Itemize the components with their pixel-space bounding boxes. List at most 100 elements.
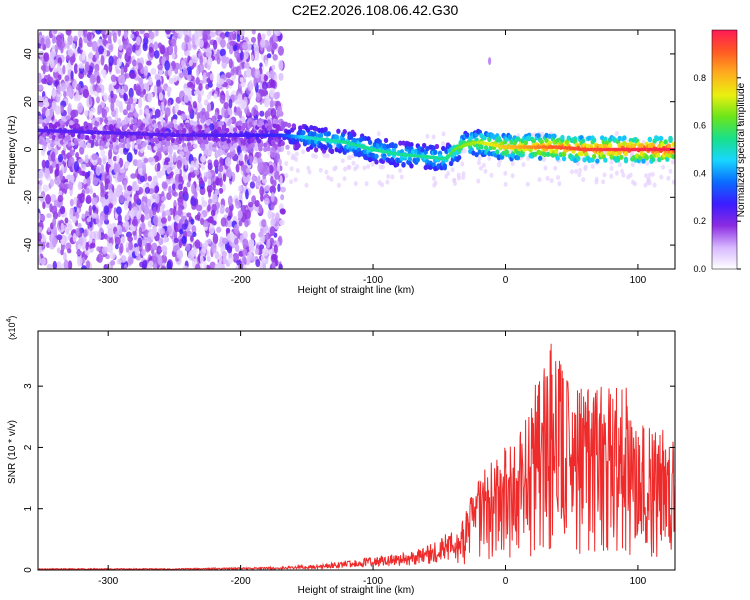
spectrogram-cell	[336, 128, 341, 134]
spectrogram-cell	[258, 244, 265, 250]
spectrogram-cell	[218, 120, 223, 127]
spectrogram-cell	[126, 143, 131, 149]
snr-frame	[37, 330, 676, 571]
spectrogram-cell	[342, 128, 347, 135]
spectrogram-cell	[256, 138, 262, 144]
spectrogram-cell	[476, 178, 481, 184]
spectrogram-cell	[174, 30, 181, 34]
spectrogram-cell	[353, 181, 358, 187]
spectrogram-cell	[461, 171, 466, 177]
spectrogram-cell	[580, 138, 586, 144]
spectrogram-cell	[279, 219, 285, 226]
spectrogram-cell	[409, 163, 414, 169]
spectrogram-cell	[153, 145, 158, 151]
spectrogram-cell	[228, 45, 234, 55]
spectrogram-cell	[376, 131, 381, 137]
spectrogram-cell	[95, 86, 102, 93]
spectrogram-cell	[631, 143, 637, 149]
spectrogram-cell	[86, 142, 92, 149]
spectrogram-cell	[110, 74, 117, 83]
spectrogram-cell	[621, 172, 626, 178]
spectrogram-cell	[52, 30, 58, 35]
spectrogram-cell	[261, 81, 268, 91]
spectrogram-cell	[264, 197, 270, 206]
spectrogram-cell	[88, 94, 92, 106]
spectrogram-cell	[273, 244, 278, 255]
spectrogram-cell	[251, 176, 259, 182]
spectrogram-cell	[446, 170, 451, 176]
spectrogram-cell	[127, 236, 134, 243]
spectrogram-cell	[211, 115, 217, 123]
spectrogram-cell	[326, 131, 332, 137]
spectrogram-cell	[178, 238, 183, 249]
spectrogram-cell	[257, 175, 261, 186]
spectrogram-cell	[128, 87, 134, 99]
spectrogram-cell	[565, 139, 570, 145]
spectrogram-cell	[274, 170, 280, 180]
spectrogram-cell	[78, 158, 84, 164]
spectrogram-cell	[666, 175, 671, 181]
spectrogram-cell	[198, 83, 203, 91]
spectrogram-cell	[460, 161, 465, 167]
spectrogram-cell	[202, 72, 208, 83]
spectrogram-cell	[647, 180, 652, 186]
spectrogram-cell	[69, 174, 75, 183]
spectrogram-cell	[118, 44, 123, 51]
spectrogram-cell	[122, 109, 128, 116]
spectrogram-cell	[57, 74, 62, 81]
spectrogram-cell	[56, 84, 61, 95]
spectrogram-cell	[67, 104, 72, 115]
spectrogram-cell	[161, 245, 168, 253]
spectrogram-cell	[186, 74, 192, 81]
spectrogram-cell	[237, 93, 243, 105]
spectrogram-cell	[58, 133, 63, 139]
spectrogram-cell	[264, 97, 270, 108]
spectrogram-cell	[433, 149, 438, 155]
spectrogram-cell	[269, 146, 277, 158]
spectrogram-cell	[440, 141, 445, 147]
spectrogram-cell	[147, 231, 153, 238]
spectrogram-cell	[115, 243, 119, 250]
spectrogram-cell	[83, 236, 87, 245]
spectrogram-cell	[168, 44, 174, 55]
spectrogram-cell	[541, 156, 546, 162]
spectrogram-cell	[138, 226, 143, 237]
spectrogram-cell	[143, 229, 150, 238]
spectrogram-cell	[666, 143, 672, 149]
spectrogram-cell	[671, 154, 675, 160]
spectrogram-cell	[207, 56, 213, 66]
spectrogram-cell	[289, 166, 294, 172]
spectrogram-cell	[249, 155, 253, 165]
spectrogram-cell	[328, 144, 333, 150]
spectrogram-cell	[643, 182, 648, 188]
spectrogram-cell	[186, 87, 192, 98]
spectrogram-cell	[115, 99, 120, 107]
spectrogram-cell	[146, 242, 152, 251]
spectrogram-cell	[88, 111, 94, 120]
spectrogram-cell	[219, 204, 225, 214]
spectrogram-cell	[254, 248, 260, 255]
spectrogram-cell	[644, 154, 649, 160]
spectrogram-cell	[622, 135, 627, 141]
spectrogram-cell	[155, 30, 159, 37]
spectrogram-cell	[219, 94, 226, 104]
spectrogram-cell	[270, 107, 277, 118]
spectrogram-cell	[67, 48, 74, 57]
spectrogram-cell	[301, 130, 306, 136]
spectrogram-cell	[420, 147, 425, 153]
spectrogram-cell	[270, 217, 277, 225]
spectrogram-cell	[42, 140, 47, 146]
spectrogram-cell	[86, 177, 91, 186]
spectrogram-cell	[209, 261, 216, 269]
spectrogram-cell	[199, 55, 203, 66]
spectrogram-cell	[398, 168, 403, 174]
spectrogram-cell	[250, 255, 256, 261]
spectrogram-cell	[304, 182, 309, 188]
spectrogram-cell	[659, 174, 664, 180]
spectrogram-cell	[51, 205, 58, 215]
spectrogram-cell	[160, 217, 168, 224]
spectrogram-cell	[216, 56, 221, 65]
spectrogram-cell	[224, 157, 232, 167]
spectrogram-cell	[230, 68, 235, 76]
